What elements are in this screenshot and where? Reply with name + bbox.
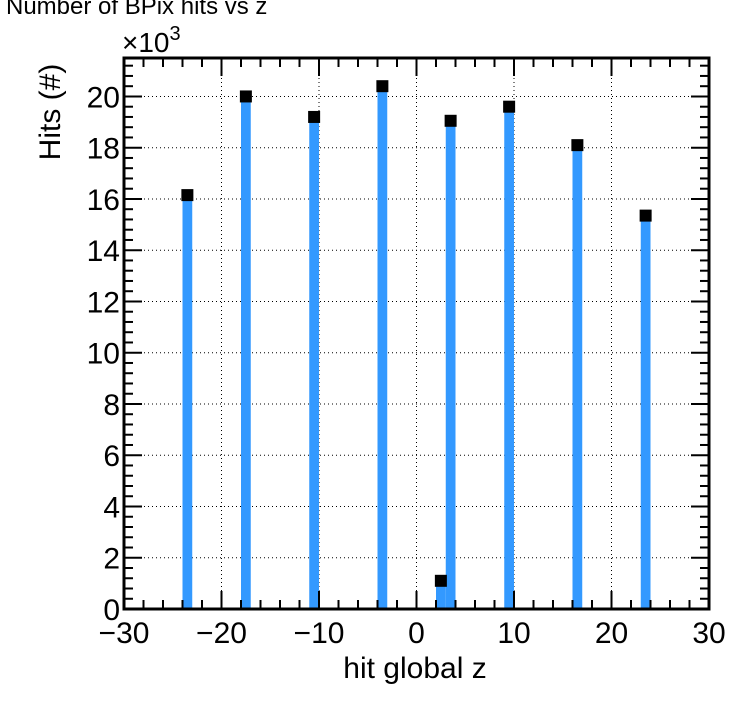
y-tick-label: 8 [103, 389, 120, 422]
y-tick-label: 16 [87, 184, 120, 217]
y-axis-multiplier-base: ×10 [122, 27, 170, 58]
marker-layer [181, 80, 652, 587]
y-tick-label: 14 [87, 235, 120, 268]
y-axis-label: Hits (#) [34, 64, 67, 161]
data-point-marker [434, 574, 447, 587]
y-axis-multiplier: ×103 [122, 23, 181, 58]
x-tick-label: 20 [595, 617, 628, 650]
data-point-marker [639, 209, 652, 222]
y-tick-label: 12 [87, 286, 120, 319]
x-axis-label: hit global z [343, 652, 486, 685]
data-point-marker [376, 80, 389, 93]
histogram-bar [436, 580, 446, 609]
y-tick-label: 6 [103, 440, 120, 473]
histogram-bar [241, 96, 251, 609]
x-tick-label: 10 [497, 617, 530, 650]
histogram-bar [377, 86, 388, 610]
data-point-marker [239, 90, 252, 103]
y-tick-label: 20 [87, 81, 120, 114]
data-point-marker [571, 139, 584, 152]
histogram-bar [504, 106, 514, 609]
chart-title: Number of BPix hits vs z [6, 0, 267, 20]
x-tick-label: 0 [408, 617, 425, 650]
x-tick-label: −10 [294, 617, 345, 650]
x-tick-label: 30 [692, 617, 725, 650]
y-tick-label: 4 [103, 491, 120, 524]
tick-label-layer: −30 −20 −10 0 10 20 30 0 2 4 6 8 10 12 14 16 18 20 [87, 81, 726, 650]
histogram-bar [572, 145, 583, 609]
histogram-bar [445, 120, 456, 610]
histogram-bar [640, 215, 651, 609]
y-tick-label: 18 [87, 133, 120, 166]
data-point-marker [503, 100, 516, 113]
y-axis-multiplier-exponent: 3 [170, 23, 181, 45]
x-tick-label: −30 [99, 617, 150, 650]
histogram-bar [182, 195, 193, 609]
histogram-bar [309, 116, 319, 609]
bar-layer [182, 86, 651, 610]
grid-layer [124, 58, 709, 609]
y-tick-label: 10 [87, 338, 120, 371]
data-point-marker [444, 114, 457, 127]
y-tick-label: 2 [103, 543, 120, 576]
y-tick-label: 0 [103, 594, 120, 627]
data-point-marker [181, 189, 194, 202]
tick-layer [123, 58, 710, 610]
data-point-marker [308, 110, 321, 123]
x-tick-label: −20 [196, 617, 247, 650]
